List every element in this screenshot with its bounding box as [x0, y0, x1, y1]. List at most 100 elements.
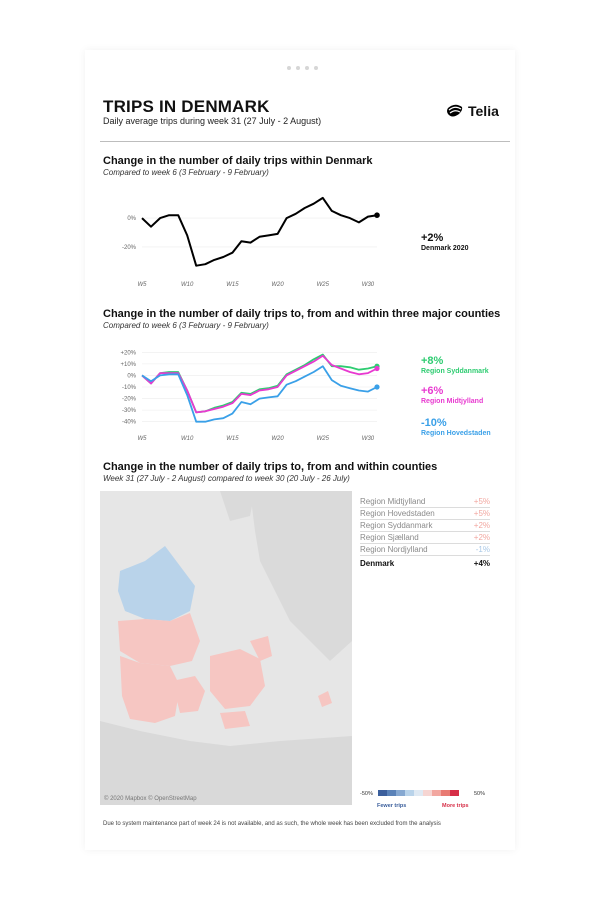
x-tick-label: W20: [271, 436, 284, 442]
y-tick-label: +10%: [120, 362, 136, 368]
denmark-trips-chart: 0% -20% W5 W10 W15 W20 W25 W30: [122, 196, 380, 288]
series-line: [141, 365, 378, 423]
legend-max: 50%: [474, 791, 485, 797]
telia-logo-icon: [447, 104, 463, 117]
y-tick-label: 0%: [127, 216, 136, 222]
y-tick-label: -10%: [122, 385, 137, 391]
table-row: Region Hovedstaden +5%: [360, 508, 490, 520]
legend-swatch: [387, 790, 396, 796]
x-tick-label: W10: [181, 282, 194, 288]
series-line: [141, 353, 378, 414]
norway-land: [220, 491, 255, 521]
map-credit: © 2020 Mapbox © OpenStreetMap: [104, 796, 197, 802]
page-dot[interactable]: [305, 66, 309, 70]
section2-title: Change in the number of daily trips to, …: [103, 308, 501, 320]
total-name: Denmark: [360, 559, 395, 568]
x-tick-label: W25: [317, 436, 330, 442]
legend-more-label: More trips: [442, 803, 469, 809]
y-tick-label: -20%: [122, 245, 137, 251]
legend-swatch: [405, 790, 414, 796]
legend-swatch: [378, 790, 387, 796]
region-value: +5%: [473, 497, 490, 506]
section1-subtitle: Compared to week 6 (3 February - 9 Febru…: [103, 168, 269, 177]
island-lolland[interactable]: [220, 711, 250, 729]
legend-scale: -50% 50% Fewer trips More trips: [360, 790, 485, 809]
denmark-series-label: Denmark 2020: [421, 245, 469, 252]
island-fyn[interactable]: [172, 676, 205, 713]
denmark-value-label: +2%: [421, 232, 444, 244]
table-row: Region Sjælland +2%: [360, 532, 490, 544]
region-name: Region Nordjylland: [360, 545, 428, 554]
series-end-point: [374, 212, 380, 218]
footnote: Due to system maintenance part of week 2…: [103, 821, 441, 827]
x-tick-label: W15: [226, 282, 239, 288]
series-line: [141, 354, 378, 414]
x-tick-label: W25: [317, 282, 330, 288]
section3-subtitle: Week 31 (27 July - 2 August) compared to…: [103, 474, 350, 483]
region-hovedstaden[interactable]: [250, 636, 272, 661]
region-syddanmark[interactable]: [120, 656, 180, 723]
syddanmark-value-label: +8%: [421, 355, 444, 367]
x-tick-label: W30: [362, 282, 375, 288]
y-tick-label: -20%: [122, 397, 137, 403]
telia-logo: Telia: [446, 102, 499, 120]
legend-swatch: [396, 790, 405, 796]
legend-swatch: [414, 790, 423, 796]
page-dot[interactable]: [287, 66, 291, 70]
telia-logo-text: Telia: [468, 103, 499, 119]
x-tick-label: W30: [362, 436, 375, 442]
x-tick-label: W5: [138, 282, 148, 288]
y-tick-label: -30%: [122, 408, 137, 414]
x-tick-label: W5: [138, 436, 148, 442]
y-tick-label: 0%: [127, 373, 136, 379]
region-value: -1%: [475, 545, 490, 554]
series-end-point: [374, 384, 380, 390]
table-row: Region Syddanmark +2%: [360, 520, 490, 532]
section3-title: Change in the number of daily trips to, …: [103, 461, 438, 473]
legend-swatches: [378, 790, 459, 796]
island-bornholm[interactable]: [318, 691, 332, 707]
germany-land: [100, 721, 352, 805]
region-name: Region Midtjylland: [360, 497, 426, 506]
y-tick-label: +20%: [120, 350, 136, 356]
regions-trips-chart: +20% +10% 0% -10% -20% -30% -40% W5 W10 W15 W20 W25…: [120, 350, 380, 442]
region-value: +5%: [473, 509, 490, 518]
syddanmark-name-label: Region Syddanmark: [421, 368, 489, 375]
midtjylland-value-label: +6%: [421, 385, 444, 397]
region-value: +2%: [473, 521, 490, 530]
series-end-point: [374, 365, 380, 372]
page-title: TRIPS IN DENMARK: [103, 97, 270, 116]
table-row: Region Nordjylland -1%: [360, 544, 490, 556]
legend-swatch: [450, 790, 459, 796]
region-sjaelland[interactable]: [210, 649, 265, 709]
y-tick-label: -40%: [122, 420, 137, 426]
section2-subtitle: Compared to week 6 (3 February - 9 Febru…: [103, 321, 269, 330]
sweden-land: [250, 491, 352, 661]
region-nordjylland[interactable]: [118, 546, 195, 621]
denmark-regions-map[interactable]: [100, 491, 352, 805]
region-name: Region Sjælland: [360, 533, 419, 542]
page-indicator[interactable]: [287, 66, 318, 70]
total-value: +4%: [473, 559, 490, 568]
hovedstaden-value-label: -10%: [421, 417, 447, 429]
region-value: +2%: [473, 533, 490, 542]
region-midtjylland[interactable]: [118, 613, 200, 666]
legend-fewer-label: Fewer trips: [377, 803, 406, 809]
legend-min: -50%: [360, 791, 373, 797]
page-dot[interactable]: [314, 66, 318, 70]
hovedstaden-name-label: Region Hovedstaden: [421, 430, 491, 437]
legend-swatch: [423, 790, 432, 796]
x-tick-label: W15: [226, 436, 239, 442]
page-dot[interactable]: [296, 66, 300, 70]
header-divider: [100, 141, 510, 142]
map-canvas: [100, 491, 352, 805]
midtjylland-name-label: Region Midtjylland: [421, 398, 484, 405]
x-tick-label: W10: [181, 436, 194, 442]
series-line: [141, 196, 378, 267]
section1-title: Change in the number of daily trips with…: [103, 155, 373, 167]
region-name: Region Syddanmark: [360, 521, 433, 530]
color-legend: -50% 50% Fewer trips More trips: [360, 789, 500, 826]
legend-swatch: [441, 790, 450, 796]
legend-swatch: [432, 790, 441, 796]
region-change-table: Region Midtjylland +5% Region Hovedstade…: [360, 496, 490, 569]
